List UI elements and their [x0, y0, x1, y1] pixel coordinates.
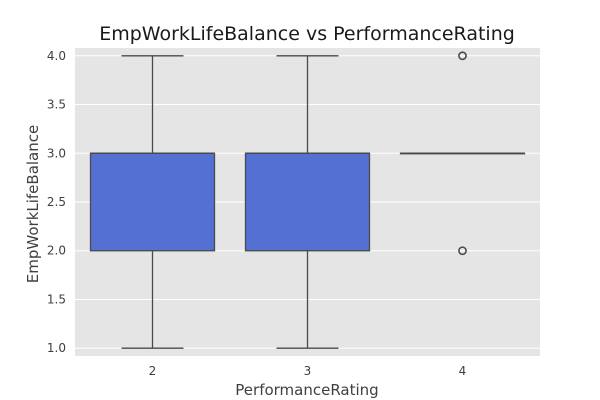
box-group	[89, 55, 216, 349]
box-iqr	[89, 152, 216, 252]
box-group	[399, 51, 526, 256]
y-axis-label: EmpWorkLifeBalance	[24, 125, 42, 283]
x-axis-label: PerformanceRating	[235, 381, 378, 399]
chart-title: EmpWorkLifeBalance vs PerformanceRating	[99, 23, 515, 45]
y-tick-label: 3.0	[47, 146, 66, 160]
outlier-point	[458, 246, 467, 256]
y-tick-label: 2.0	[47, 244, 66, 258]
y-tick-label: 2.5	[47, 195, 66, 209]
y-tick-label: 3.5	[47, 98, 66, 112]
y-tick-label: 1.5	[47, 292, 66, 306]
box-iqr	[244, 152, 371, 252]
x-tick-label: 4	[459, 364, 467, 378]
box-group	[244, 55, 371, 349]
x-tick-label: 2	[149, 364, 157, 378]
outlier-point	[458, 51, 467, 61]
y-tick-label: 1.0	[47, 341, 66, 355]
x-tick-label: 3	[304, 364, 312, 378]
y-tick-label: 4.0	[47, 49, 66, 63]
